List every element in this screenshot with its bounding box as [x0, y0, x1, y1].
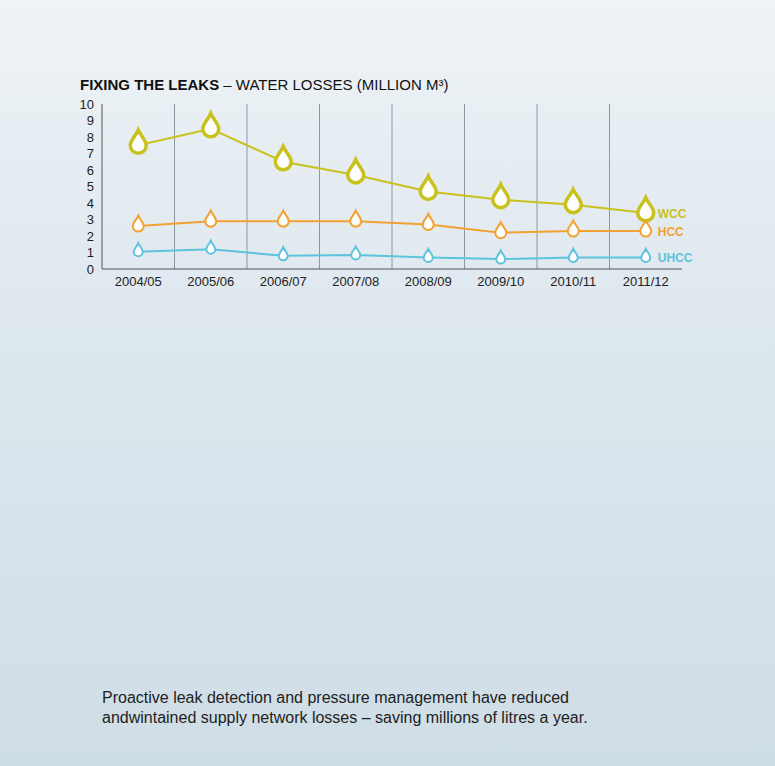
svg-text:WCC: WCC	[658, 207, 687, 221]
svg-text:2007/08: 2007/08	[332, 274, 379, 289]
svg-text:7: 7	[87, 146, 94, 161]
svg-text:0: 0	[87, 262, 94, 277]
svg-text:2011/12: 2011/12	[623, 274, 669, 289]
svg-text:5: 5	[87, 179, 94, 194]
svg-text:9: 9	[87, 113, 94, 128]
svg-text:3: 3	[87, 212, 94, 227]
svg-text:2005/06: 2005/06	[187, 274, 234, 289]
svg-text:2010/11: 2010/11	[550, 274, 596, 289]
svg-text:4: 4	[87, 196, 94, 211]
svg-text:2009/10: 2009/10	[477, 274, 524, 289]
svg-text:HCC: HCC	[658, 225, 684, 239]
svg-text:2006/07: 2006/07	[260, 274, 307, 289]
svg-text:1: 1	[87, 245, 94, 260]
svg-text:2: 2	[87, 229, 94, 244]
html-text:FIXING THE LEAKS – WATER LOSSE: FIXING THE LEAKS – WATER LOSSES (MILLION…	[80, 76, 449, 93]
svg-text:10: 10	[80, 97, 94, 112]
svg-text:2008/09: 2008/09	[405, 274, 452, 289]
svg-text:UHCC: UHCC	[658, 251, 693, 265]
svg-text:2004/05: 2004/05	[115, 274, 162, 289]
html-text:Proactive leak detection and p: Proactive leak detection and pressure ma…	[102, 689, 588, 726]
svg-text:8: 8	[87, 130, 94, 145]
svg-text:6: 6	[87, 163, 94, 178]
